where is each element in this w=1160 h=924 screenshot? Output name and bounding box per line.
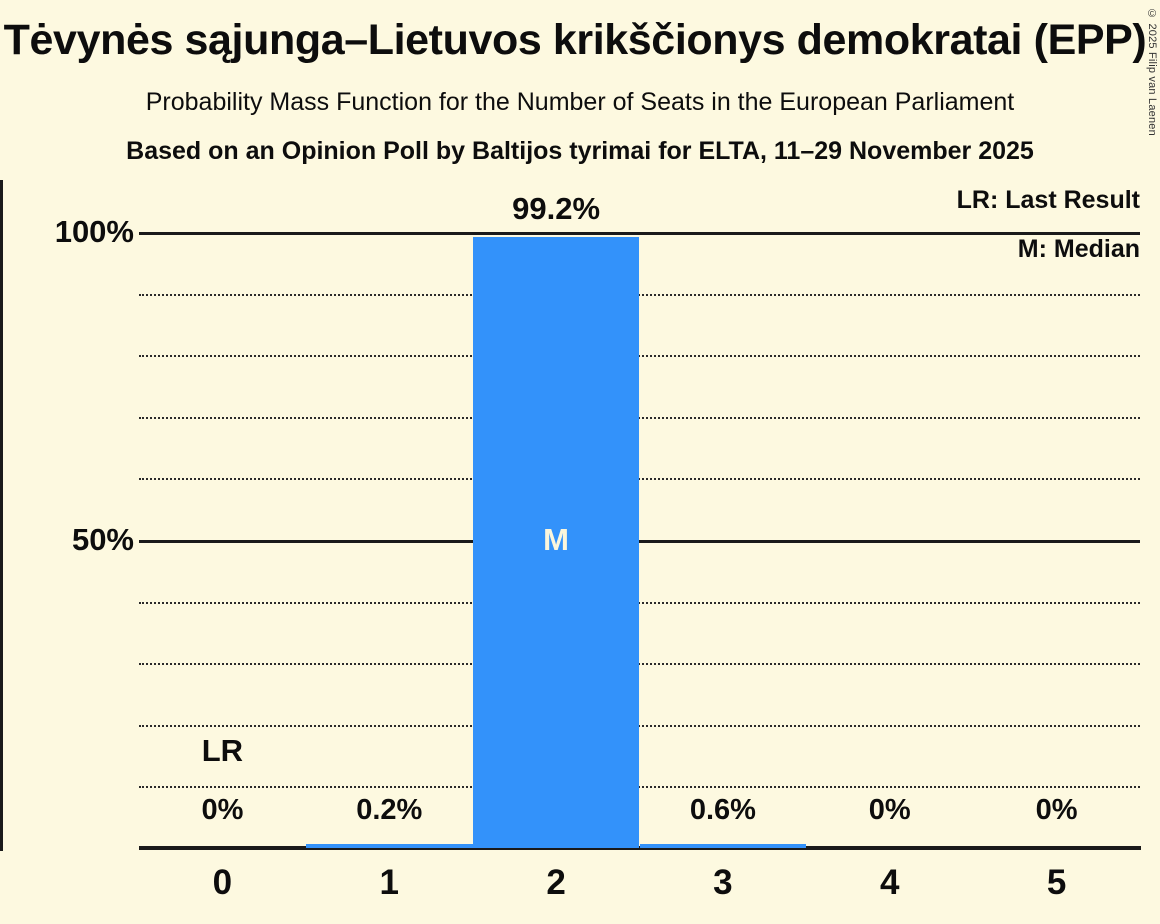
value-label-seats-3: 0.6%: [689, 794, 756, 827]
chart-subtitle: Probability Mass Function for the Number…: [145, 88, 1015, 116]
gridline-10pct: [139, 786, 1140, 789]
x-axis-tick-3: 3: [713, 863, 733, 902]
x-axis-tick-1: 1: [379, 863, 399, 902]
x-axis-line: [139, 846, 1141, 850]
legend-last-result: LR: Last Result: [956, 186, 1140, 214]
last-result-marker: LR: [201, 732, 244, 768]
median-marker: M: [543, 522, 569, 558]
value-label-seats-2: 99.2%: [512, 190, 601, 226]
gridline-100pct: [139, 232, 1140, 235]
value-label-seats-1: 0.2%: [356, 794, 423, 827]
gridline-70pct: [139, 416, 1140, 419]
gridline-80pct: [139, 355, 1140, 358]
chart-source-line: Based on an Opinion Poll by Baltijos tyr…: [126, 137, 1034, 165]
value-label-seats-0: 0%: [201, 794, 244, 827]
bar-seats-3[interactable]: [639, 844, 807, 848]
bar-seats-2[interactable]: M: [472, 236, 640, 848]
copyright-notice: © 2025 Filip van Laenen: [1146, 8, 1158, 136]
legend-median: M: Median: [1017, 235, 1140, 263]
x-axis-tick-2: 2: [546, 863, 566, 902]
gridline-90pct: [139, 293, 1140, 296]
value-label-seats-4: 0%: [868, 794, 911, 827]
bar-seats-1[interactable]: [305, 844, 473, 848]
gridline-30pct: [139, 663, 1140, 666]
value-label-seats-5: 0%: [1035, 794, 1078, 827]
y-axis-tick-50pct: 50%: [71, 522, 134, 557]
page-title: Tėvynės sąjunga–Lietuvos krikščionys dem…: [3, 16, 1147, 64]
x-axis-tick-4: 4: [880, 863, 900, 902]
y-axis-tick-100pct: 100%: [54, 214, 134, 249]
x-axis-tick-0: 0: [212, 863, 233, 902]
gridline-60pct: [139, 478, 1140, 481]
gridline-50pct: [139, 540, 1140, 543]
gridline-20pct: [139, 724, 1140, 727]
plot-area: 0% LR 0.2% M 99.2% 0.6% 0% 0%: [139, 180, 1140, 848]
gridline-40pct: [139, 601, 1140, 604]
y-axis-line: [0, 180, 3, 851]
x-axis-tick-5: 5: [1046, 863, 1067, 902]
